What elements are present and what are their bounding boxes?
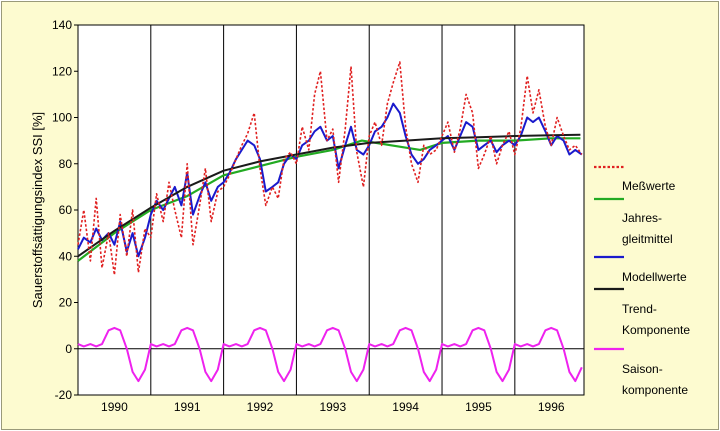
y-axis-ticks: -20 0 20 40 60 80 100 120 140	[52, 18, 78, 402]
legend-label: Jahres-	[622, 211, 662, 225]
legend-label: Komponente	[622, 323, 690, 337]
legend-label: gleitmittel	[622, 232, 673, 246]
x-tick-label: 1993	[319, 400, 346, 414]
y-tick-label: 100	[52, 111, 72, 125]
y-tick-label: 120	[52, 64, 72, 78]
y-tick-label: 140	[52, 18, 72, 32]
legend: Meßwerte Jahres-gleitmittel Modellwerte Tre…	[594, 165, 690, 397]
series-line-saisonkomponente	[77, 326, 583, 383]
y-tick-label: 60	[59, 203, 73, 217]
y-tick-label: -20	[55, 388, 73, 402]
y-tick-label: 0	[65, 342, 72, 356]
series-line-trend-komponente	[77, 133, 581, 258]
year-dividers	[78, 25, 584, 395]
x-tick-label: 1996	[538, 400, 565, 414]
legend-label: Modellwerte	[622, 270, 687, 284]
legend-label: Meßwerte	[622, 179, 676, 193]
legend-label: Saison-	[622, 362, 663, 376]
series-line-me-werte	[77, 61, 583, 276]
y-tick-label: 80	[59, 157, 73, 171]
legend-label: komponente	[622, 383, 688, 397]
legend-label: Trend-	[622, 302, 657, 316]
x-axis-ticks: 1990 1991 1992 1993 1994 1995 1996	[101, 400, 565, 414]
x-tick-label: 1992	[247, 400, 274, 414]
x-tick-label: 1995	[465, 400, 492, 414]
y-axis-label: Sauerstoffsättigungsindex SSI [%]	[30, 112, 45, 308]
x-tick-label: 1991	[174, 400, 201, 414]
y-tick-label: 20	[59, 296, 73, 310]
x-tick-label: 1994	[392, 400, 419, 414]
series-group	[77, 61, 583, 383]
y-tick-label: 40	[59, 249, 73, 263]
x-tick-label: 1990	[101, 400, 128, 414]
series-line-modellwerte	[77, 102, 583, 258]
